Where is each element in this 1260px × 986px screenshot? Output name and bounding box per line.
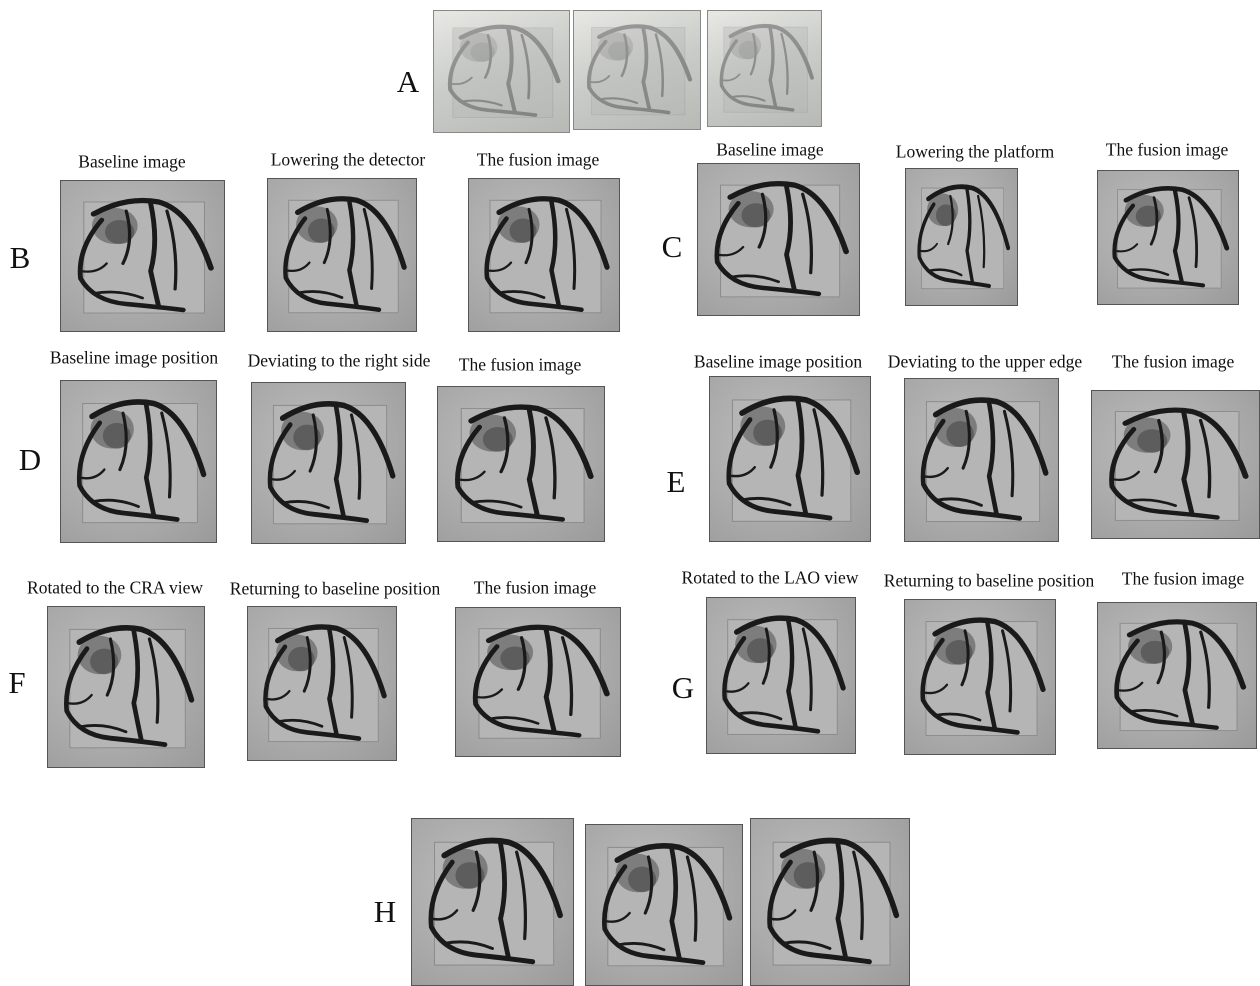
angiogram-image: [706, 597, 856, 754]
panel-label: G: [672, 670, 694, 706]
panel-label: F: [8, 665, 25, 701]
angiogram-image: [904, 599, 1056, 755]
vessel-drawing: [905, 600, 1055, 754]
image-caption: The fusion image: [459, 355, 581, 376]
angiogram-image: [709, 376, 871, 542]
vessel-drawing: [1098, 171, 1238, 304]
image-caption: Returning to baseline position: [884, 571, 1094, 592]
image-caption: The fusion image: [1112, 352, 1234, 373]
panel-label: D: [19, 442, 41, 478]
image-caption: Baseline image: [78, 152, 185, 173]
vessel-drawing: [438, 387, 604, 541]
panel-label: E: [667, 464, 686, 500]
angiogram-image: [1097, 602, 1257, 749]
image-caption: The fusion image: [1106, 140, 1228, 161]
vessel-drawing: [252, 383, 405, 543]
angiogram-image: [585, 824, 743, 986]
phantom-photo: [707, 10, 822, 127]
image-caption: The fusion image: [477, 150, 599, 171]
image-caption: Deviating to the right side: [248, 351, 431, 372]
image-caption: Returning to baseline position: [230, 579, 440, 600]
vessel-drawing: [905, 379, 1058, 541]
image-caption: The fusion image: [1122, 569, 1244, 590]
vessel-drawing: [412, 819, 573, 985]
image-caption: Lowering the detector: [271, 150, 426, 171]
panel-label: C: [662, 229, 683, 265]
vessel-drawing: [710, 377, 870, 541]
image-caption: Baseline image position: [694, 352, 862, 373]
angiogram-image: [468, 178, 620, 332]
image-caption: Baseline image: [716, 140, 823, 161]
vessel-drawing: [48, 607, 204, 767]
angiogram-image: [267, 178, 417, 332]
vessel-drawing: [248, 607, 396, 760]
vessel-drawing: [268, 179, 416, 331]
angiogram-image: [455, 607, 621, 757]
image-caption: Baseline image position: [50, 348, 218, 369]
image-caption: The fusion image: [474, 578, 596, 599]
angiogram-image: [905, 168, 1018, 306]
vessel-drawing: [434, 11, 569, 132]
angiogram-image: [437, 386, 605, 542]
angiogram-image: [904, 378, 1059, 542]
panel-label: B: [10, 240, 31, 276]
image-caption: Rotated to the LAO view: [682, 568, 859, 589]
angiogram-image: [47, 606, 205, 768]
figure: A B Baseline image Lowering the detector The…: [0, 0, 1260, 986]
vessel-drawing: [61, 381, 216, 542]
vessel-drawing: [707, 598, 855, 753]
phantom-photo: [573, 10, 701, 130]
panel-label: A: [397, 64, 419, 100]
vessel-drawing: [698, 164, 859, 315]
angiogram-image: [60, 180, 225, 332]
angiogram-image: [750, 818, 910, 986]
vessel-drawing: [469, 179, 619, 331]
angiogram-image: [247, 606, 397, 761]
vessel-drawing: [61, 181, 224, 331]
angiogram-image: [697, 163, 860, 316]
vessel-drawing: [1098, 603, 1256, 748]
phantom-photo: [433, 10, 570, 133]
vessel-drawing: [456, 608, 620, 756]
angiogram-image: [60, 380, 217, 543]
vessel-drawing: [574, 11, 700, 129]
vessel-drawing: [586, 825, 742, 985]
vessel-drawing: [708, 11, 821, 126]
angiogram-image: [1091, 390, 1260, 539]
image-caption: Lowering the platform: [896, 142, 1054, 163]
angiogram-image: [1097, 170, 1239, 305]
image-caption: Deviating to the upper edge: [888, 352, 1082, 373]
vessel-drawing: [1092, 391, 1259, 538]
panel-label: H: [374, 894, 396, 930]
vessel-drawing: [751, 819, 909, 985]
angiogram-image: [411, 818, 574, 986]
vessel-drawing: [906, 169, 1017, 305]
image-caption: Rotated to the CRA view: [27, 578, 203, 599]
angiogram-image: [251, 382, 406, 544]
